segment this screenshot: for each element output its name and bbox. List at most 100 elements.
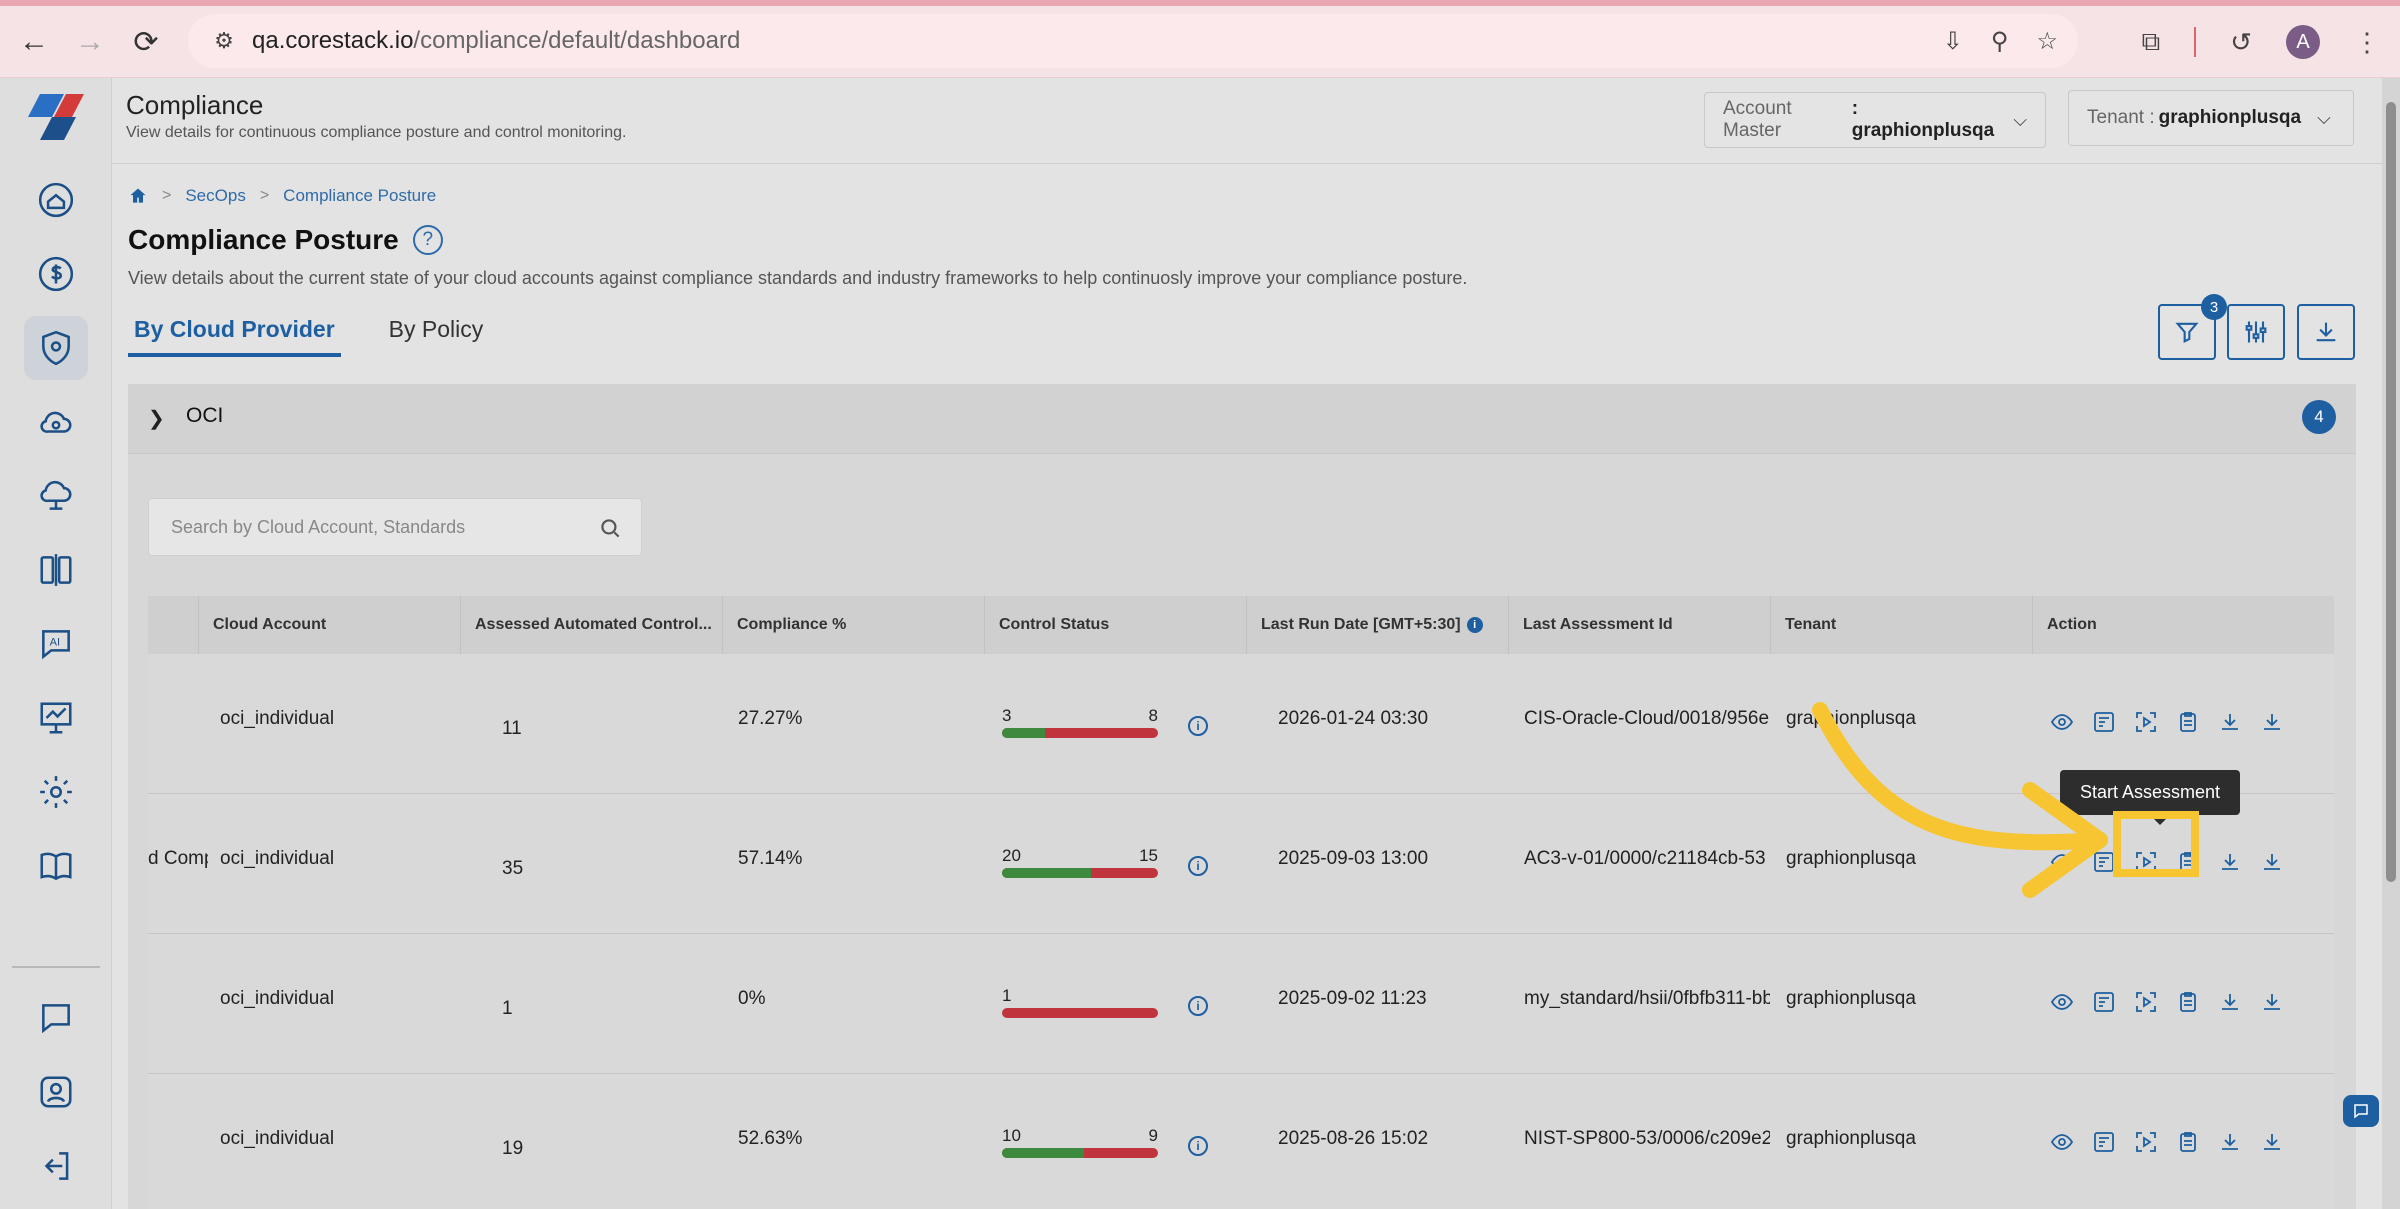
column-header-compliance[interactable]: Compliance % (722, 596, 984, 654)
start-assessment-icon[interactable] (2134, 710, 2158, 734)
start-assessment-icon[interactable] (2134, 990, 2158, 1014)
sidebar-item-cost[interactable] (24, 242, 88, 306)
download-icon[interactable] (2218, 850, 2242, 874)
install-app-icon[interactable]: ⇩ (1942, 27, 1963, 55)
view-eye-icon[interactable] (2050, 1130, 2074, 1154)
fail-count: 1 (1002, 986, 1012, 1005)
download-icon[interactable] (2260, 1130, 2284, 1154)
shield-icon (42, 330, 70, 366)
start-assessment-icon[interactable] (2134, 1130, 2158, 1154)
pass-fill (1002, 1148, 1085, 1158)
download-button[interactable] (2297, 304, 2355, 360)
menu-kebab-icon[interactable]: ⋮ (2354, 26, 2380, 57)
browser-toolbar: ← → ⟳ ⚙ qa.corestack.io/compliance/defau… (0, 0, 2400, 78)
breadcrumb-separator: > (162, 187, 172, 204)
chevron-down-icon[interactable]: ❯ (148, 408, 165, 430)
table-row: oci_individual 1 0% 1 i 2025-09-02 11:23… (148, 934, 2334, 1074)
column-header-last-run-date[interactable]: Last Run Date [GMT+5:30] i (1246, 596, 1508, 654)
tab-by-policy[interactable]: By Policy (388, 316, 484, 342)
view-eye-icon[interactable] (2050, 850, 2074, 874)
breadcrumb-compliance-posture[interactable]: Compliance Posture (283, 186, 437, 205)
tab-by-cloud-provider[interactable]: By Cloud Provider (128, 312, 341, 357)
compliance-percent-cell: 52.63% (738, 1128, 803, 1149)
download-icon[interactable] (2260, 850, 2284, 874)
oci-group-panel: ❯ OCI 4 Cloud Account Assessed Automated… (128, 384, 2356, 1209)
sidebar-item-ai[interactable]: AI (24, 612, 88, 676)
column-header-last-assessment-id[interactable]: Last Assessment Id (1508, 596, 1770, 654)
download-icon[interactable] (2218, 710, 2242, 734)
sidebar-item-profile[interactable] (24, 1060, 88, 1124)
search-box[interactable] (148, 498, 642, 556)
sidebar-item-cloud-network[interactable] (24, 464, 88, 528)
sidebar-item-docs[interactable] (24, 834, 88, 898)
site-settings-icon[interactable]: ⚙ (214, 28, 234, 53)
column-header-cloud-account[interactable]: Cloud Account (198, 596, 460, 654)
tenant-select[interactable]: Tenant : graphionplusqa ⌵ (2068, 90, 2354, 146)
cloud-icon (40, 411, 72, 433)
forward-icon[interactable]: → (75, 25, 105, 58)
info-icon[interactable]: i (1188, 996, 1208, 1016)
compliance-percent-cell: 0% (738, 988, 766, 1009)
report-icon[interactable] (2092, 1130, 2116, 1154)
history-icon[interactable]: ↺ (2230, 26, 2252, 57)
chat-support-icon[interactable] (2343, 1095, 2379, 1127)
report-icon[interactable] (2092, 710, 2116, 734)
info-icon[interactable]: i (1466, 617, 1483, 633)
sidebar-item-logout[interactable] (24, 1134, 88, 1198)
info-icon[interactable]: i (1188, 1136, 1208, 1156)
column-settings-button[interactable] (2227, 304, 2285, 360)
clipboard-icon[interactable] (2176, 1130, 2200, 1154)
sidebar-item-security[interactable] (24, 316, 88, 380)
cloud-account-cell: oci_individual (220, 1128, 335, 1149)
assessment-id-cell[interactable]: my_standard/hsii/0fbfb311-bb (1524, 988, 1770, 1009)
scrollbar-thumb[interactable] (2386, 102, 2396, 882)
info-icon[interactable]: i (1188, 716, 1208, 736)
address-bar[interactable]: ⚙ qa.corestack.io/compliance/default/das… (188, 14, 2078, 68)
oci-group-header[interactable]: ❯ OCI 4 (128, 384, 2356, 454)
sidebar-item-reports[interactable] (24, 686, 88, 750)
extensions-icon[interactable]: ⧉ (2141, 26, 2161, 56)
reload-icon[interactable]: ⟳ (133, 25, 159, 59)
tutorial-highlight-box (2113, 811, 2199, 877)
download-icon[interactable] (2260, 990, 2284, 1014)
view-eye-icon[interactable] (2050, 710, 2074, 734)
clipboard-icon[interactable] (2176, 710, 2200, 734)
account-master-select[interactable]: Account Master: graphionplusqa ⌵ (1704, 92, 2046, 148)
main-content: > SecOps > Compliance Posture Compliance… (112, 164, 2382, 1209)
corestack-logo[interactable] (26, 94, 86, 140)
sidebar-item-settings[interactable] (24, 760, 88, 824)
sidebar-item-split[interactable] (24, 538, 88, 602)
sidebar-item-cloud[interactable] (24, 390, 88, 454)
breadcrumb-secops[interactable]: SecOps (185, 186, 246, 205)
chevron-down-icon: ⌵ (2013, 109, 2027, 130)
home-breadcrumb-icon[interactable] (128, 186, 148, 206)
column-header-control-status[interactable]: Control Status (984, 596, 1246, 654)
page-scrollbar[interactable] (2382, 78, 2400, 1209)
cloud-account-cell: oci_individual (220, 708, 335, 729)
info-icon[interactable]: i (1188, 856, 1208, 876)
column-header-assessed[interactable]: Assessed Automated Control... (460, 596, 722, 654)
filter-button[interactable] (2158, 304, 2216, 360)
bookmark-star-icon[interactable]: ☆ (2036, 27, 2058, 55)
assessment-id-cell[interactable]: AC3-v-01/0000/c21184cb-53 (1524, 848, 1766, 869)
compliance-table: Cloud Account Assessed Automated Control… (148, 596, 2334, 1209)
download-icon[interactable] (2218, 990, 2242, 1014)
view-eye-icon[interactable] (2050, 990, 2074, 1014)
zoom-icon[interactable]: ⚲ (1990, 27, 2009, 55)
profile-avatar[interactable]: A (2286, 25, 2320, 59)
report-icon[interactable] (2092, 990, 2116, 1014)
assessment-id-cell[interactable]: NIST-SP800-53/0006/c209e2 (1524, 1128, 1770, 1149)
clipboard-icon[interactable] (2176, 990, 2200, 1014)
download-icon[interactable] (2218, 1130, 2242, 1154)
column-header-tenant[interactable]: Tenant (1770, 596, 2032, 654)
standard-cell: d Comp (148, 848, 208, 869)
download-icon[interactable] (2260, 710, 2284, 734)
sidebar-item-feedback[interactable] (24, 986, 88, 1050)
back-icon[interactable]: ← (19, 25, 49, 58)
start-assessment-icon[interactable] (2134, 850, 2158, 874)
search-input[interactable] (171, 516, 571, 538)
assessment-id-cell[interactable]: CIS-Oracle-Cloud/0018/956e (1524, 708, 1770, 729)
search-icon[interactable] (597, 515, 623, 541)
help-icon[interactable]: ? (412, 225, 443, 255)
sidebar-item-home[interactable] (24, 168, 88, 232)
